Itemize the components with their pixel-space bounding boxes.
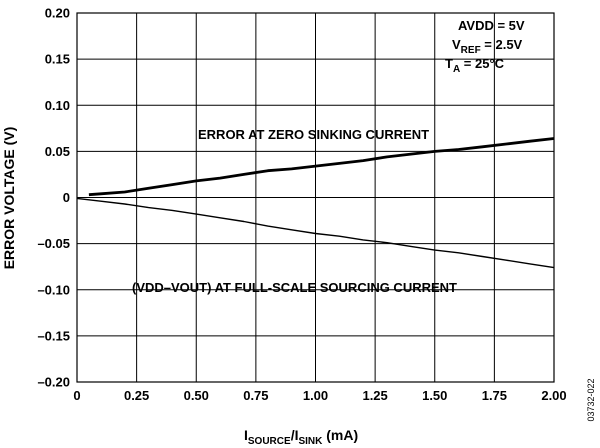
x-tick-label: 1.00 — [303, 388, 328, 403]
figure-id: 03732-022 — [586, 378, 596, 421]
plot-frame — [76, 12, 555, 383]
condition-vref-main: V — [452, 37, 461, 52]
x-tick-label: 2.00 — [541, 388, 566, 403]
y-tick-label: –0.10 — [37, 282, 70, 297]
condition-ta-main: T — [445, 56, 453, 71]
x-tick-label: 1.25 — [362, 388, 387, 403]
condition-avdd: AVDD = 5V — [458, 18, 525, 33]
condition-ta-value: = 25°C — [460, 56, 504, 71]
x-label-slash: /I — [291, 427, 299, 443]
condition-vref: VREF = 2.5V — [452, 37, 523, 56]
condition-vref-value: = 2.5V — [481, 37, 523, 52]
x-label-sub2: SINK — [298, 436, 323, 447]
y-tick-labels: 0.20 0.15 0.10 0.05 0 –0.05 –0.10 –0.15 –0.20 — [37, 6, 70, 390]
condition-ta-sub: A — [453, 64, 460, 75]
x-label-unit: (mA) — [322, 427, 358, 443]
series-layer — [76, 137, 555, 269]
y-tick-label: 0 — [63, 190, 70, 205]
x-axis-label: ISOURCE/ISINK (mA) — [244, 427, 358, 447]
y-axis-label: ERROR VOLTAGE (V) — [1, 127, 17, 270]
x-tick-label: 0.50 — [184, 388, 209, 403]
y-tick-label: 0.15 — [45, 52, 70, 67]
x-label-main: I — [244, 427, 248, 443]
annotation-full-scale-sourcing: (VDD–VOUT) AT FULL-SCALE SOURCING CURREN… — [132, 280, 457, 295]
x-tick-label: 0 — [73, 388, 80, 403]
x-tick-label: 1.75 — [482, 388, 507, 403]
x-tick-label: 0.75 — [243, 388, 268, 403]
annotation-zero-sinking: ERROR AT ZERO SINKING CURRENT — [198, 127, 429, 142]
series-vdd-vout-full-scale-sourcing — [76, 197, 555, 269]
x-tick-label: 1.50 — [422, 388, 447, 403]
y-tick-label: –0.15 — [37, 328, 70, 343]
condition-ta: TA = 25°C — [445, 56, 505, 75]
y-tick-label: 0.10 — [45, 98, 70, 113]
x-label-sub1: SOURCE — [248, 436, 291, 447]
condition-vref-sub: REF — [461, 45, 481, 56]
y-tick-label: 0.20 — [45, 6, 70, 21]
y-tick-label: –0.05 — [37, 236, 70, 251]
x-tick-label: 0.25 — [124, 388, 149, 403]
y-tick-label: 0.05 — [45, 144, 70, 159]
series-error-zero-sinking — [88, 137, 555, 197]
x-tick-labels: 0 0.25 0.50 0.75 1.00 1.25 1.50 1.75 2.00 — [73, 388, 566, 403]
y-tick-label: –0.20 — [37, 375, 70, 390]
